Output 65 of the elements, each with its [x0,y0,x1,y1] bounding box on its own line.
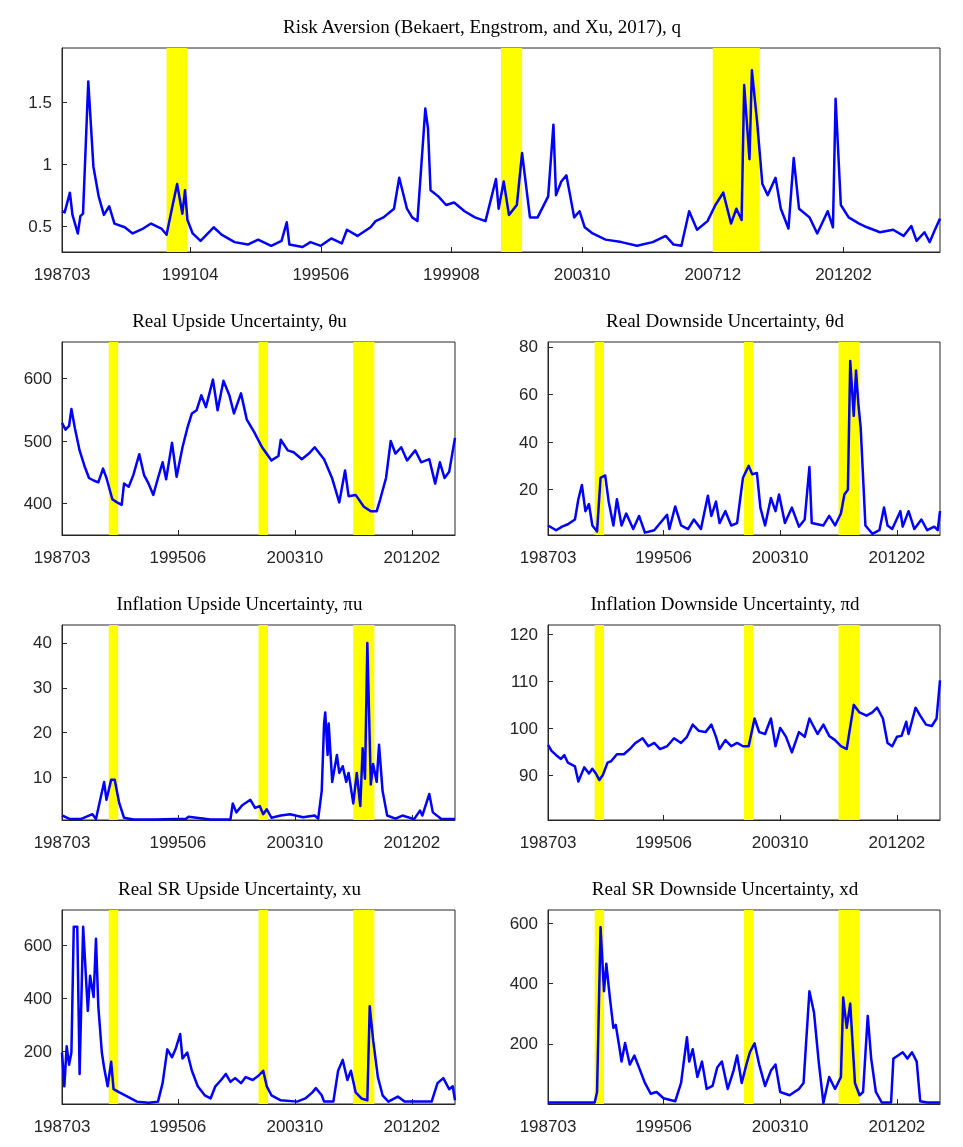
x-tick-label: 201202 [815,265,872,284]
x-tick-label: 200310 [751,1117,809,1136]
y-tick-label: 400 [23,988,52,1008]
x-tick-label: 199506 [149,548,207,567]
x-tick-label: 201202 [868,833,926,852]
x-tick-label: 198703 [33,265,91,284]
y-tick-label: 30 [33,678,52,698]
chart-title: Real SR Downside Uncertainty, xd [591,878,859,899]
x-tick-label: 199506 [635,1117,692,1136]
x-tick-label: 199506 [635,548,692,567]
x-tick-label: 201202 [868,548,926,567]
x-tick-label: 200310 [751,548,809,567]
line-series [60,378,457,513]
y-tick-label: 40 [519,432,538,452]
y-tick-label: 600 [23,368,52,388]
line-series [546,679,942,783]
y-tick-label: 100 [509,718,538,738]
x-tick-label: 199506 [635,833,692,852]
x-tick-label: 200310 [266,548,324,567]
y-tick-label: 200 [23,1041,52,1061]
x-tick-label: 200310 [266,833,324,852]
x-tick-label: 200310 [751,833,809,852]
y-tick-label: 600 [509,914,538,934]
x-tick-label: 199908 [423,265,480,284]
chart-title: Real Upside Uncertainty, θu [132,310,348,331]
x-tick-label: 198703 [519,833,577,852]
chart-title: Real SR Upside Uncertainty, xu [117,878,362,899]
x-tick-label: 201202 [383,1117,441,1136]
y-tick-label: 600 [23,936,52,956]
y-tick-label: 120 [509,624,538,644]
x-tick-label: 200310 [553,265,611,284]
x-tick-label: 201202 [383,833,441,852]
x-tick-label: 198703 [519,548,577,567]
x-tick-label: 199506 [149,1117,207,1136]
x-tick-label: 199104 [161,265,219,284]
y-tick-label: 1.5 [28,92,52,112]
y-tick-label: 90 [519,765,538,785]
chart-title: Risk Aversion (Bekaert, Engstrom, and Xu, 2017), q [282,16,682,38]
chart-title: Inflation Downside Uncertainty, πd [590,593,861,614]
y-tick-label: 60 [519,384,538,404]
y-tick-label: 110 [510,671,538,691]
line-series [60,69,942,249]
y-tick-label: 0.5 [28,216,52,236]
y-tick-label: 200 [509,1034,538,1054]
y-tick-label: 1 [42,154,52,174]
x-tick-label: 198703 [33,833,91,852]
x-tick-label: 199506 [149,833,207,852]
y-tick-label: 80 [519,337,538,357]
chart-title: Inflation Upside Uncertainty, πu [116,593,363,614]
x-tick-label: 201202 [383,548,441,567]
x-tick-label: 200310 [266,1117,324,1136]
x-tick-label: 198703 [33,548,91,567]
x-tick-label: 200712 [684,265,742,284]
x-tick-label: 198703 [519,1117,577,1136]
y-tick-label: 10 [33,767,52,787]
x-tick-label: 201202 [868,1117,926,1136]
chart-title: Real Downside Uncertainty, θd [606,310,845,331]
y-tick-label: 400 [509,974,538,994]
y-tick-label: 20 [33,723,52,743]
x-tick-label: 199506 [292,265,350,284]
y-tick-label: 500 [23,431,52,451]
x-tick-label: 198703 [33,1117,91,1136]
y-tick-label: 400 [23,494,52,514]
y-tick-label: 40 [33,633,52,653]
y-tick-label: 20 [519,480,538,500]
